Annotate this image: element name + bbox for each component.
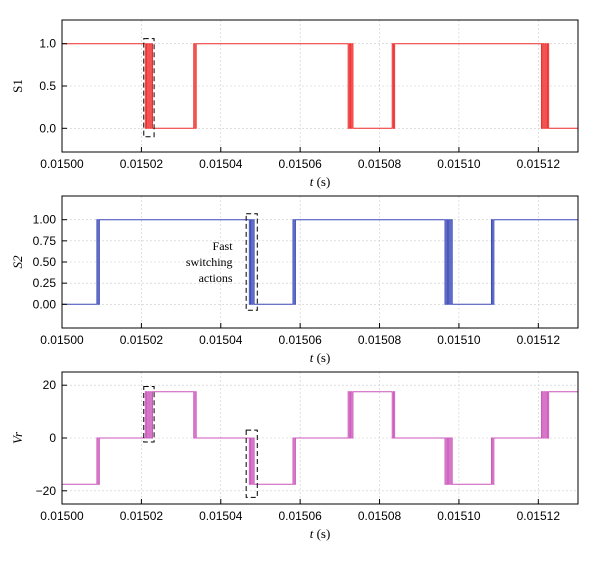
s2-annotation-line: switching xyxy=(186,255,233,269)
s2-annotation-line: Fast xyxy=(213,239,234,253)
vr-x-tick-label: 0.01506 xyxy=(278,509,322,523)
s1-x-tick-label: 0.01502 xyxy=(120,157,164,171)
s2-x-tick-label: 0.01506 xyxy=(278,333,322,347)
vr-y-axis-title: Vr xyxy=(10,431,25,444)
s2-y-axis-title: S2 xyxy=(10,255,25,269)
s1-x-tick-label: 0.01508 xyxy=(358,157,402,171)
vr-x-tick-label: 0.01508 xyxy=(358,509,402,523)
s2-x-tick-label: 0.01504 xyxy=(199,333,243,347)
s1-y-tick-label: 0.0 xyxy=(39,121,56,135)
s1-x-tick-label: 0.01504 xyxy=(199,157,243,171)
s2-y-tick-label: 0.75 xyxy=(33,234,57,248)
s1-highlight-box xyxy=(143,38,155,138)
vr-y-tick-label: −20 xyxy=(36,484,57,498)
s1-trace xyxy=(62,43,578,129)
s2-y-tick-label: 0.50 xyxy=(33,255,57,269)
s2-x-tick-label: 0.01508 xyxy=(358,333,402,347)
s1-x-tick-label: 0.01506 xyxy=(278,157,322,171)
s2-y-tick-label: 1.00 xyxy=(33,213,57,227)
s1-y-axis-title: S1 xyxy=(10,79,25,93)
vr-trace xyxy=(62,391,578,485)
s2-annotation-line: actions xyxy=(199,271,233,285)
s1-x-tick-label: 0.01500 xyxy=(40,157,84,171)
s2-y-tick-label: 0.00 xyxy=(33,297,57,311)
vr-x-tick-label: 0.01500 xyxy=(40,509,84,523)
s1-x-tick-label: 0.01512 xyxy=(517,157,561,171)
s2-highlight-box xyxy=(245,213,258,311)
s1-y-tick-label: 0.5 xyxy=(39,79,56,93)
s2-trace xyxy=(62,219,578,305)
vr-y-tick-label: 0 xyxy=(49,431,56,445)
s2-x-axis-title: t (s) xyxy=(310,350,331,365)
s1-x-tick-label: 0.01510 xyxy=(437,157,481,171)
vr-y-tick-label: 20 xyxy=(43,378,57,392)
s2-x-tick-label: 0.01510 xyxy=(437,333,481,347)
vr-x-axis-title: t (s) xyxy=(310,526,331,541)
s2-panel: 0.01500 0.01502 0.01504 0.01506 0.01508 0.015… xyxy=(10,195,579,365)
vr-panel: 0.01500 0.01502 0.01504 0.01506 0.01508 0.015… xyxy=(10,371,579,541)
s1-y-tick-label: 1.0 xyxy=(39,37,56,51)
vr-x-tick-label: 0.01502 xyxy=(120,509,164,523)
s1-panel: 0.01500 0.01502 0.01504 0.01506 0.01508 0.015… xyxy=(10,19,579,189)
s2-y-tick-label: 0.25 xyxy=(33,276,57,290)
s1-x-axis-title: t (s) xyxy=(310,174,331,189)
vr-x-tick-label: 0.01510 xyxy=(437,509,481,523)
vr-x-tick-label: 0.01512 xyxy=(517,509,561,523)
s2-x-tick-label: 0.01512 xyxy=(517,333,561,347)
vr-highlight-box xyxy=(245,429,258,498)
vr-x-tick-label: 0.01504 xyxy=(199,509,243,523)
s2-x-tick-label: 0.01502 xyxy=(120,333,164,347)
s2-x-tick-label: 0.01500 xyxy=(40,333,84,347)
